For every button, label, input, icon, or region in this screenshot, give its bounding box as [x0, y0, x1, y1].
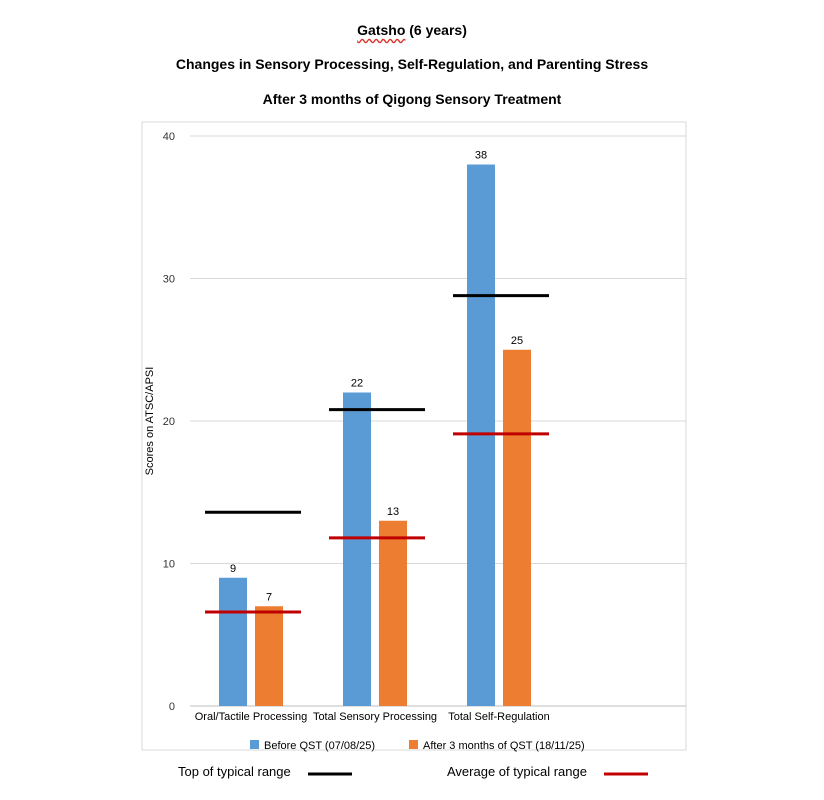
- legend-label: Before QST (07/08/25): [264, 740, 375, 752]
- bar: [379, 520, 407, 706]
- data-label: 38: [475, 150, 487, 162]
- chart-title-line-3: After 3 months of Qigong Sensory Treatme…: [262, 91, 562, 107]
- bar: [503, 349, 531, 706]
- y-axis-label: Scores on ATSC/APSI: [144, 367, 156, 476]
- chart-title-line-1: Gatsho (6 years): [0, 22, 824, 38]
- legend-swatch: [409, 740, 418, 749]
- reference-legend-average-label: Average of typical range: [447, 764, 587, 779]
- y-tick-label: 0: [169, 701, 175, 713]
- reference-legend-top: Top of typical range: [178, 764, 291, 779]
- legend-label: After 3 months of QST (18/11/25): [423, 740, 585, 752]
- y-tick-label: 10: [163, 559, 175, 571]
- bar: [219, 577, 247, 706]
- chart-frame: [141, 121, 687, 751]
- x-tick-label: Total Sensory Processing: [313, 711, 437, 723]
- legend-swatch: [250, 740, 259, 749]
- data-label: 9: [230, 563, 236, 575]
- child-age: (6 years): [405, 22, 467, 38]
- chart-title-line-2: Changes in Sensory Processing, Self-Regu…: [175, 56, 649, 72]
- x-tick-label: Total Self-Regulation: [448, 711, 550, 723]
- data-label: 22: [351, 378, 363, 390]
- y-tick-label: 40: [163, 131, 175, 143]
- y-tick-label: 30: [163, 274, 175, 286]
- data-label: 25: [511, 335, 523, 347]
- reference-legend-top-label: Top of typical range: [178, 764, 291, 779]
- bar: [343, 392, 371, 706]
- reference-legend-average: Average of typical range: [447, 764, 587, 779]
- y-tick-label: 20: [163, 416, 175, 428]
- data-label: 7: [266, 591, 272, 603]
- bar: [255, 606, 283, 706]
- x-tick-label: Oral/Tactile Processing: [195, 711, 308, 723]
- child-name: Gatsho: [357, 22, 406, 38]
- data-label: 13: [387, 506, 399, 518]
